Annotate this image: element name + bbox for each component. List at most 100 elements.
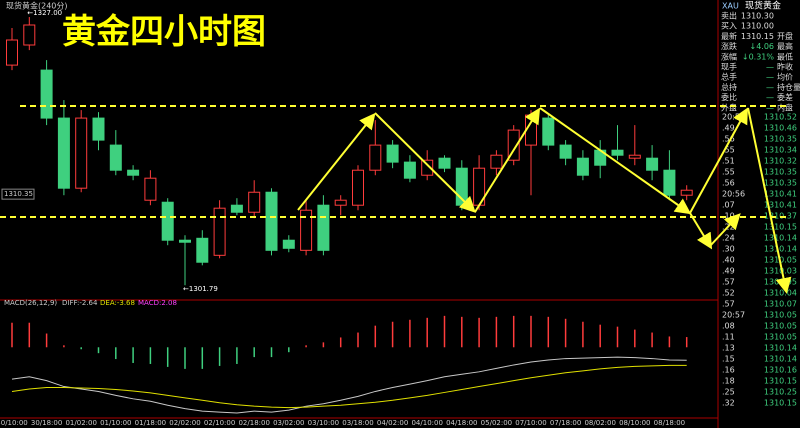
candle-body <box>40 69 53 119</box>
x-tick-label: 04/10:00 <box>411 419 442 427</box>
macd-title: MACD(26,12,9) <box>4 299 57 307</box>
candle-body <box>92 117 105 141</box>
quote-value: — <box>766 103 774 112</box>
annotation-lines <box>0 105 792 294</box>
x-tick-label: 30/10:00 <box>0 419 28 427</box>
tick-price: 1309.95 <box>764 278 797 287</box>
candle-body <box>230 204 243 213</box>
x-tick-label: 08/10:00 <box>619 419 650 427</box>
trend-arrow <box>689 212 713 250</box>
quote-value: — <box>766 63 774 72</box>
quote-code: XAU <box>722 2 739 11</box>
quote-label: 委差 <box>777 92 793 102</box>
candle-body <box>317 204 330 251</box>
x-tick-label: 03/18:00 <box>342 419 373 427</box>
quote-value: 1310.15 <box>741 32 774 41</box>
candle-body <box>403 161 416 179</box>
tick-time: .11 <box>722 333 735 342</box>
macd-line <box>11 364 687 409</box>
tick-price: 1310.25 <box>764 388 797 397</box>
quote-label: 涨幅 <box>721 51 737 61</box>
last-price-label: 1310.35 <box>4 190 33 198</box>
candle-body <box>161 201 174 241</box>
quote-label: 开盘 <box>777 31 793 41</box>
tick-time: 20:57 <box>722 311 745 320</box>
quote-value: 1310.00 <box>741 22 774 31</box>
x-tick-label: 08/02:00 <box>584 419 615 427</box>
tick-price: 1310.34 <box>764 146 797 155</box>
x-tick-label: 02/10:00 <box>204 419 235 427</box>
legend-entry: DIFF:-2.64 <box>62 299 98 307</box>
x-tick-label: 07/10:00 <box>515 419 546 427</box>
trend-arrow <box>709 213 741 247</box>
x-tick-label: 01/02:00 <box>65 419 96 427</box>
tick-time: .52 <box>722 289 735 298</box>
quote-label: 涨跌 <box>721 41 737 51</box>
quote-label: 买入 <box>721 22 737 31</box>
tick-price: 1310.41 <box>764 201 797 210</box>
x-tick-label: 03/02:00 <box>273 419 304 427</box>
candle-body <box>680 189 693 196</box>
candle-body <box>507 129 520 161</box>
candle-body <box>179 239 191 243</box>
tick-time: .49 <box>722 124 735 133</box>
tick-time: 20:56 <box>722 190 745 199</box>
candle-body <box>6 39 18 66</box>
tick-time: .30 <box>722 245 735 254</box>
candle-body <box>490 154 503 169</box>
tick-price: 1310.14 <box>764 234 797 243</box>
candle-body <box>421 159 434 176</box>
macd-pane: MACD(26,12,9) DIFF:-2.64 DEA:-3.68 MACD:2.0… <box>4 299 688 414</box>
quote-label: 内盘 <box>777 102 793 112</box>
tick-time: .57 <box>722 300 735 309</box>
candle-body <box>611 149 624 156</box>
tick-price: 1310.41 <box>764 190 797 199</box>
quote-label: 委比 <box>721 92 737 102</box>
candle-body <box>334 199 347 206</box>
quote-label: 总持 <box>721 82 737 92</box>
trend-arrow <box>474 107 541 213</box>
legend-entry: DEA:-3.68 <box>100 299 135 307</box>
candle-body <box>542 117 555 146</box>
candle-body <box>57 117 70 189</box>
candle-body <box>559 144 572 159</box>
candle-body <box>265 191 278 251</box>
x-tick-label: 04/18:00 <box>446 419 477 427</box>
candle-body <box>369 144 382 171</box>
candle-body <box>438 157 451 169</box>
quote-value: ↓4.06 <box>749 42 774 51</box>
tick-price: 1310.15 <box>764 399 797 408</box>
x-tick-label: 04/02:00 <box>377 419 408 427</box>
quote-title: 现货黄金 <box>745 0 781 12</box>
tick-price: 1310.04 <box>764 289 797 298</box>
tick-price: 1310.14 <box>764 355 797 364</box>
tick-price: 1310.46 <box>764 124 797 133</box>
x-tick-label: 08/18:00 <box>654 419 685 427</box>
tick-price: 1310.14 <box>764 344 797 353</box>
tick-price: 1310.35 <box>764 135 797 144</box>
instrument-label: 现货黄金(240分) <box>6 1 68 11</box>
tick-time: .56 <box>722 135 735 144</box>
candle-body <box>109 144 122 171</box>
candle-body <box>300 209 313 251</box>
tick-time: .57 <box>722 278 735 287</box>
extreme-label: ←1327.00 <box>27 9 62 17</box>
x-tick-label: 01/10:00 <box>100 419 131 427</box>
candle-body <box>352 169 364 206</box>
tick-time: .07 <box>722 201 735 210</box>
candle-body <box>282 239 295 249</box>
candle-body <box>213 207 226 256</box>
quote-value: — <box>766 93 774 102</box>
extreme-label: ←1301.79 <box>183 285 218 293</box>
tick-time: .55 <box>722 168 735 177</box>
quote-label: 外盘 <box>721 102 737 112</box>
trend-arrow <box>374 112 476 213</box>
tick-time: .32 <box>722 399 735 408</box>
tick-time: .08 <box>722 322 735 331</box>
quote-label: 总手 <box>721 72 737 82</box>
tick-price: 1310.35 <box>764 168 797 177</box>
quote-value: — <box>766 83 774 92</box>
